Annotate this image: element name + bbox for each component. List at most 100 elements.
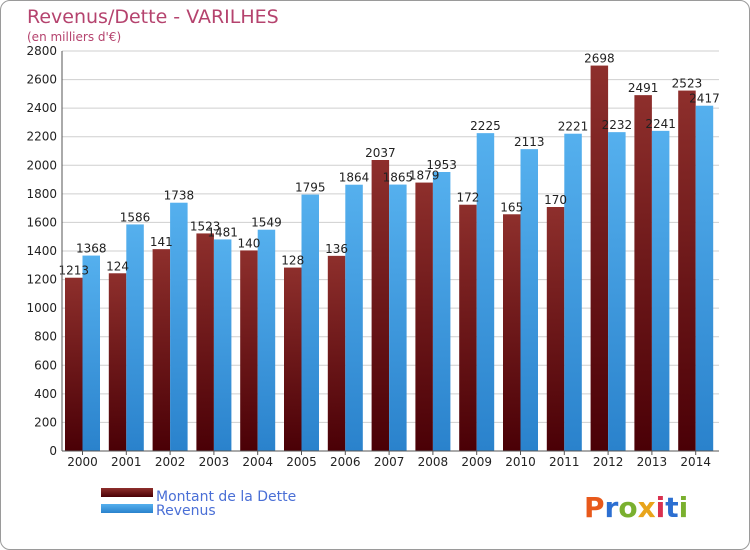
value-label: 2232 [602, 118, 633, 132]
value-label: 1549 [251, 216, 282, 230]
bar-revenus [608, 132, 626, 451]
legend-label-debt: Montant de la Dette [156, 489, 296, 505]
bar-dette [503, 214, 521, 451]
value-label: 1864 [339, 171, 370, 185]
x-tick-label: 2000 [67, 455, 98, 469]
legend-label-revenus: Revenus [156, 503, 216, 519]
y-tick-label: 2000 [26, 158, 57, 172]
value-label: 1865 [383, 171, 414, 185]
value-label: 124 [106, 259, 129, 273]
y-tick-label: 2400 [26, 101, 57, 115]
y-tick-label: 800 [34, 330, 57, 344]
bar-revenus [520, 149, 538, 451]
y-tick-label: 0 [49, 444, 57, 458]
bar-dette [415, 182, 433, 452]
x-tick-label: 2013 [637, 455, 668, 469]
value-label: 1738 [164, 189, 195, 203]
bar-revenus [126, 224, 144, 451]
x-tick-label: 2001 [111, 455, 142, 469]
y-tick-label: 1200 [26, 273, 57, 287]
bar-dette [108, 273, 127, 451]
logo-letter: o [618, 491, 637, 524]
value-label: 141 [150, 235, 173, 249]
value-label: 1953 [426, 158, 457, 172]
value-label: 172 [456, 191, 479, 205]
bar-revenus [476, 133, 495, 451]
y-tick-label: 2800 [26, 44, 57, 58]
bar-revenus [213, 239, 232, 451]
legend-swatch-revenus [101, 504, 153, 513]
x-tick-label: 2004 [242, 455, 273, 469]
bar-revenus [432, 172, 451, 451]
bar-dette [371, 160, 390, 451]
value-label: 2113 [514, 135, 545, 149]
bar-revenus [389, 184, 407, 452]
value-label: 2491 [628, 81, 659, 95]
x-tick-label: 2007 [374, 455, 405, 469]
bar-dette [196, 233, 214, 451]
chart-subtitle: (en milliers d'€) [27, 30, 121, 44]
value-label: 140 [237, 236, 260, 250]
value-label: 2417 [689, 92, 720, 106]
value-label: 1586 [120, 210, 151, 224]
bar-revenus [651, 130, 670, 451]
bar-dette [678, 90, 696, 452]
logo-letter: x [638, 491, 656, 524]
value-label: 2221 [558, 120, 589, 134]
bar-dette [240, 250, 258, 451]
x-tick-label: 2009 [461, 455, 492, 469]
bar-revenus [695, 105, 714, 451]
bar-revenus [564, 133, 582, 451]
bar-dette [65, 277, 83, 451]
value-label: 1523 [190, 219, 221, 233]
x-tick-label: 2002 [155, 455, 186, 469]
value-label: 165 [500, 200, 523, 214]
value-label: 2241 [645, 117, 676, 131]
bar-dette [590, 65, 609, 452]
y-tick-label: 1400 [26, 244, 57, 258]
x-tick-label: 2008 [418, 455, 449, 469]
y-tick-label: 2200 [26, 130, 57, 144]
y-tick-label: 400 [34, 387, 57, 401]
bar-dette [634, 95, 652, 452]
bar-dette [152, 249, 171, 451]
legend: Montant de la Dette Revenus [101, 488, 296, 519]
logo-letter: P [584, 491, 605, 524]
bar-revenus [301, 194, 319, 452]
bars [65, 65, 714, 452]
bar-dette [327, 255, 346, 451]
logo-letter: i [656, 491, 666, 524]
x-tick-label: 2003 [199, 455, 230, 469]
logo-letter: r [605, 491, 619, 524]
value-label: 1481 [207, 225, 238, 239]
value-label: 136 [325, 242, 348, 256]
y-tick-label: 1000 [26, 301, 57, 315]
y-tick-label: 1800 [26, 187, 57, 201]
chart-title: Revenus/Dette - VARILHES [27, 6, 279, 28]
value-label: 1879 [409, 169, 440, 183]
value-label: 2698 [584, 52, 615, 66]
legend-swatch-debt [101, 488, 153, 497]
value-label: 1368 [76, 242, 107, 256]
x-tick-label: 2010 [505, 455, 536, 469]
bar-revenus [170, 202, 188, 451]
value-label: 170 [544, 193, 567, 207]
value-label: 128 [281, 254, 304, 268]
axes: 0 200 400 600 800 1000 1200 1400 1600 1800 2000 220… [26, 44, 719, 469]
value-label: 2225 [470, 119, 501, 133]
bar-dette [284, 267, 302, 451]
x-tick-label: 2005 [286, 455, 317, 469]
y-tick-label: 200 [34, 415, 57, 429]
y-tick-label: 600 [34, 358, 57, 372]
x-tick-label: 2006 [330, 455, 361, 469]
bar-revenus [345, 184, 363, 451]
logo-letter: t [665, 491, 678, 524]
bar-dette [546, 207, 565, 451]
proxiti-logo: Proxiti [584, 491, 688, 524]
y-tick-label: 1600 [26, 215, 57, 229]
value-label: 1795 [295, 181, 326, 195]
x-tick-label: 2014 [680, 455, 711, 469]
